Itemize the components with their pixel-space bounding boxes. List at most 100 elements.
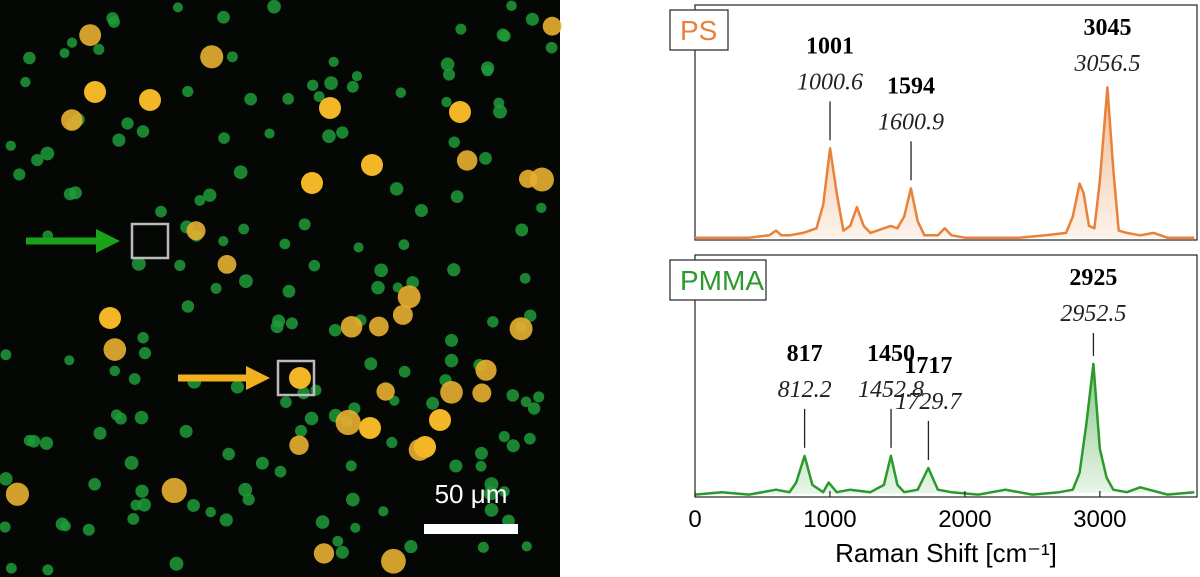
green-particle	[233, 165, 248, 180]
spectrum	[694, 362, 1195, 496]
peak-reference: 817	[787, 341, 823, 367]
green-particle	[328, 56, 339, 67]
peak-reference: 1594	[887, 73, 935, 99]
green-particle	[285, 317, 298, 330]
green-particle	[345, 492, 360, 507]
green-particle	[440, 57, 455, 72]
yellow-particle	[456, 150, 478, 171]
green-particle	[455, 23, 467, 35]
green-particle	[346, 80, 359, 93]
green-particle	[398, 365, 411, 378]
green-particle	[0, 521, 11, 533]
green-particle	[5, 140, 16, 151]
green-particle	[498, 486, 510, 497]
green-particle	[350, 522, 361, 533]
green-particle	[506, 0, 517, 12]
peak-reference: 1001	[806, 33, 854, 59]
green-particle	[137, 332, 149, 344]
green-particle	[55, 517, 69, 531]
green-particle	[40, 146, 55, 161]
green-particle	[294, 424, 308, 437]
green-particle	[238, 223, 250, 235]
green-particle	[520, 396, 532, 408]
yellow-particle	[472, 383, 492, 403]
yellow-box	[276, 359, 316, 397]
green-particle	[255, 456, 269, 470]
yellow-particle	[289, 367, 311, 389]
green-particle	[82, 523, 95, 536]
green-particle	[426, 396, 440, 410]
green-particle	[475, 460, 487, 472]
green-particle	[493, 104, 507, 119]
green-particle	[519, 272, 531, 284]
green-particle	[93, 43, 105, 55]
green-particle	[279, 238, 291, 250]
legend-box	[669, 259, 767, 301]
green-particle	[527, 402, 541, 415]
green-particle	[136, 125, 150, 138]
green-particle	[270, 320, 284, 334]
yellow-particle	[361, 154, 383, 176]
legend-box	[669, 9, 729, 51]
green-particle	[264, 128, 275, 139]
green-particle	[335, 545, 349, 559]
green-particle	[484, 477, 499, 492]
green-particle	[444, 353, 459, 368]
green-particle	[450, 190, 464, 204]
green-particle	[230, 380, 244, 394]
yellow-particle	[429, 409, 451, 431]
yellow-particle	[5, 482, 30, 506]
yellow-particle	[359, 417, 381, 439]
green-particle	[217, 10, 230, 24]
green-particle	[274, 465, 287, 478]
green-particle	[203, 188, 217, 202]
green-particle	[31, 153, 44, 167]
green-particle	[521, 541, 532, 552]
green-particle	[282, 284, 296, 298]
green-particle	[353, 242, 364, 253]
yellow-particle	[414, 436, 436, 458]
green-particle	[533, 391, 545, 403]
green-particle	[219, 513, 233, 527]
yellow-particle	[200, 45, 224, 69]
yellow-particle	[340, 315, 363, 338]
green-particle	[134, 410, 149, 425]
x-axis-label: Raman Shift [cm⁻¹]	[835, 538, 1057, 568]
green-particle	[414, 204, 428, 218]
green-particle	[124, 455, 139, 470]
yellow-particle	[392, 305, 413, 325]
green-particle	[475, 446, 488, 460]
yellow-particle	[289, 435, 309, 456]
green-particle	[239, 274, 253, 289]
peak-measured: 1729.7	[895, 389, 962, 415]
legend-label: PMMA	[680, 265, 764, 296]
green-particle	[313, 91, 325, 102]
green-particle	[496, 28, 510, 42]
green-particle	[172, 2, 183, 13]
green-particle	[0, 472, 13, 486]
green-particle	[138, 347, 152, 360]
green-particle	[345, 460, 357, 472]
green-particle	[244, 92, 257, 106]
plot-frame	[694, 4, 1198, 241]
green-particle	[448, 136, 460, 148]
green-particle	[127, 513, 140, 525]
green-particle	[404, 540, 418, 554]
green-particle	[515, 223, 529, 237]
green-particle	[487, 316, 499, 328]
green-particle	[304, 411, 319, 426]
green-particle	[477, 541, 489, 553]
green-particle	[298, 218, 311, 231]
green-particle	[441, 96, 452, 108]
yellow-particle	[161, 477, 187, 504]
yellow-particle	[99, 307, 121, 329]
yellow-particle	[61, 109, 83, 131]
green-particle	[374, 263, 388, 278]
yellow-particle	[397, 285, 421, 309]
green-particle	[324, 76, 338, 90]
green-particle	[328, 323, 342, 337]
green-particle	[484, 503, 499, 517]
green-particle	[131, 256, 146, 271]
green-particle	[267, 0, 281, 14]
